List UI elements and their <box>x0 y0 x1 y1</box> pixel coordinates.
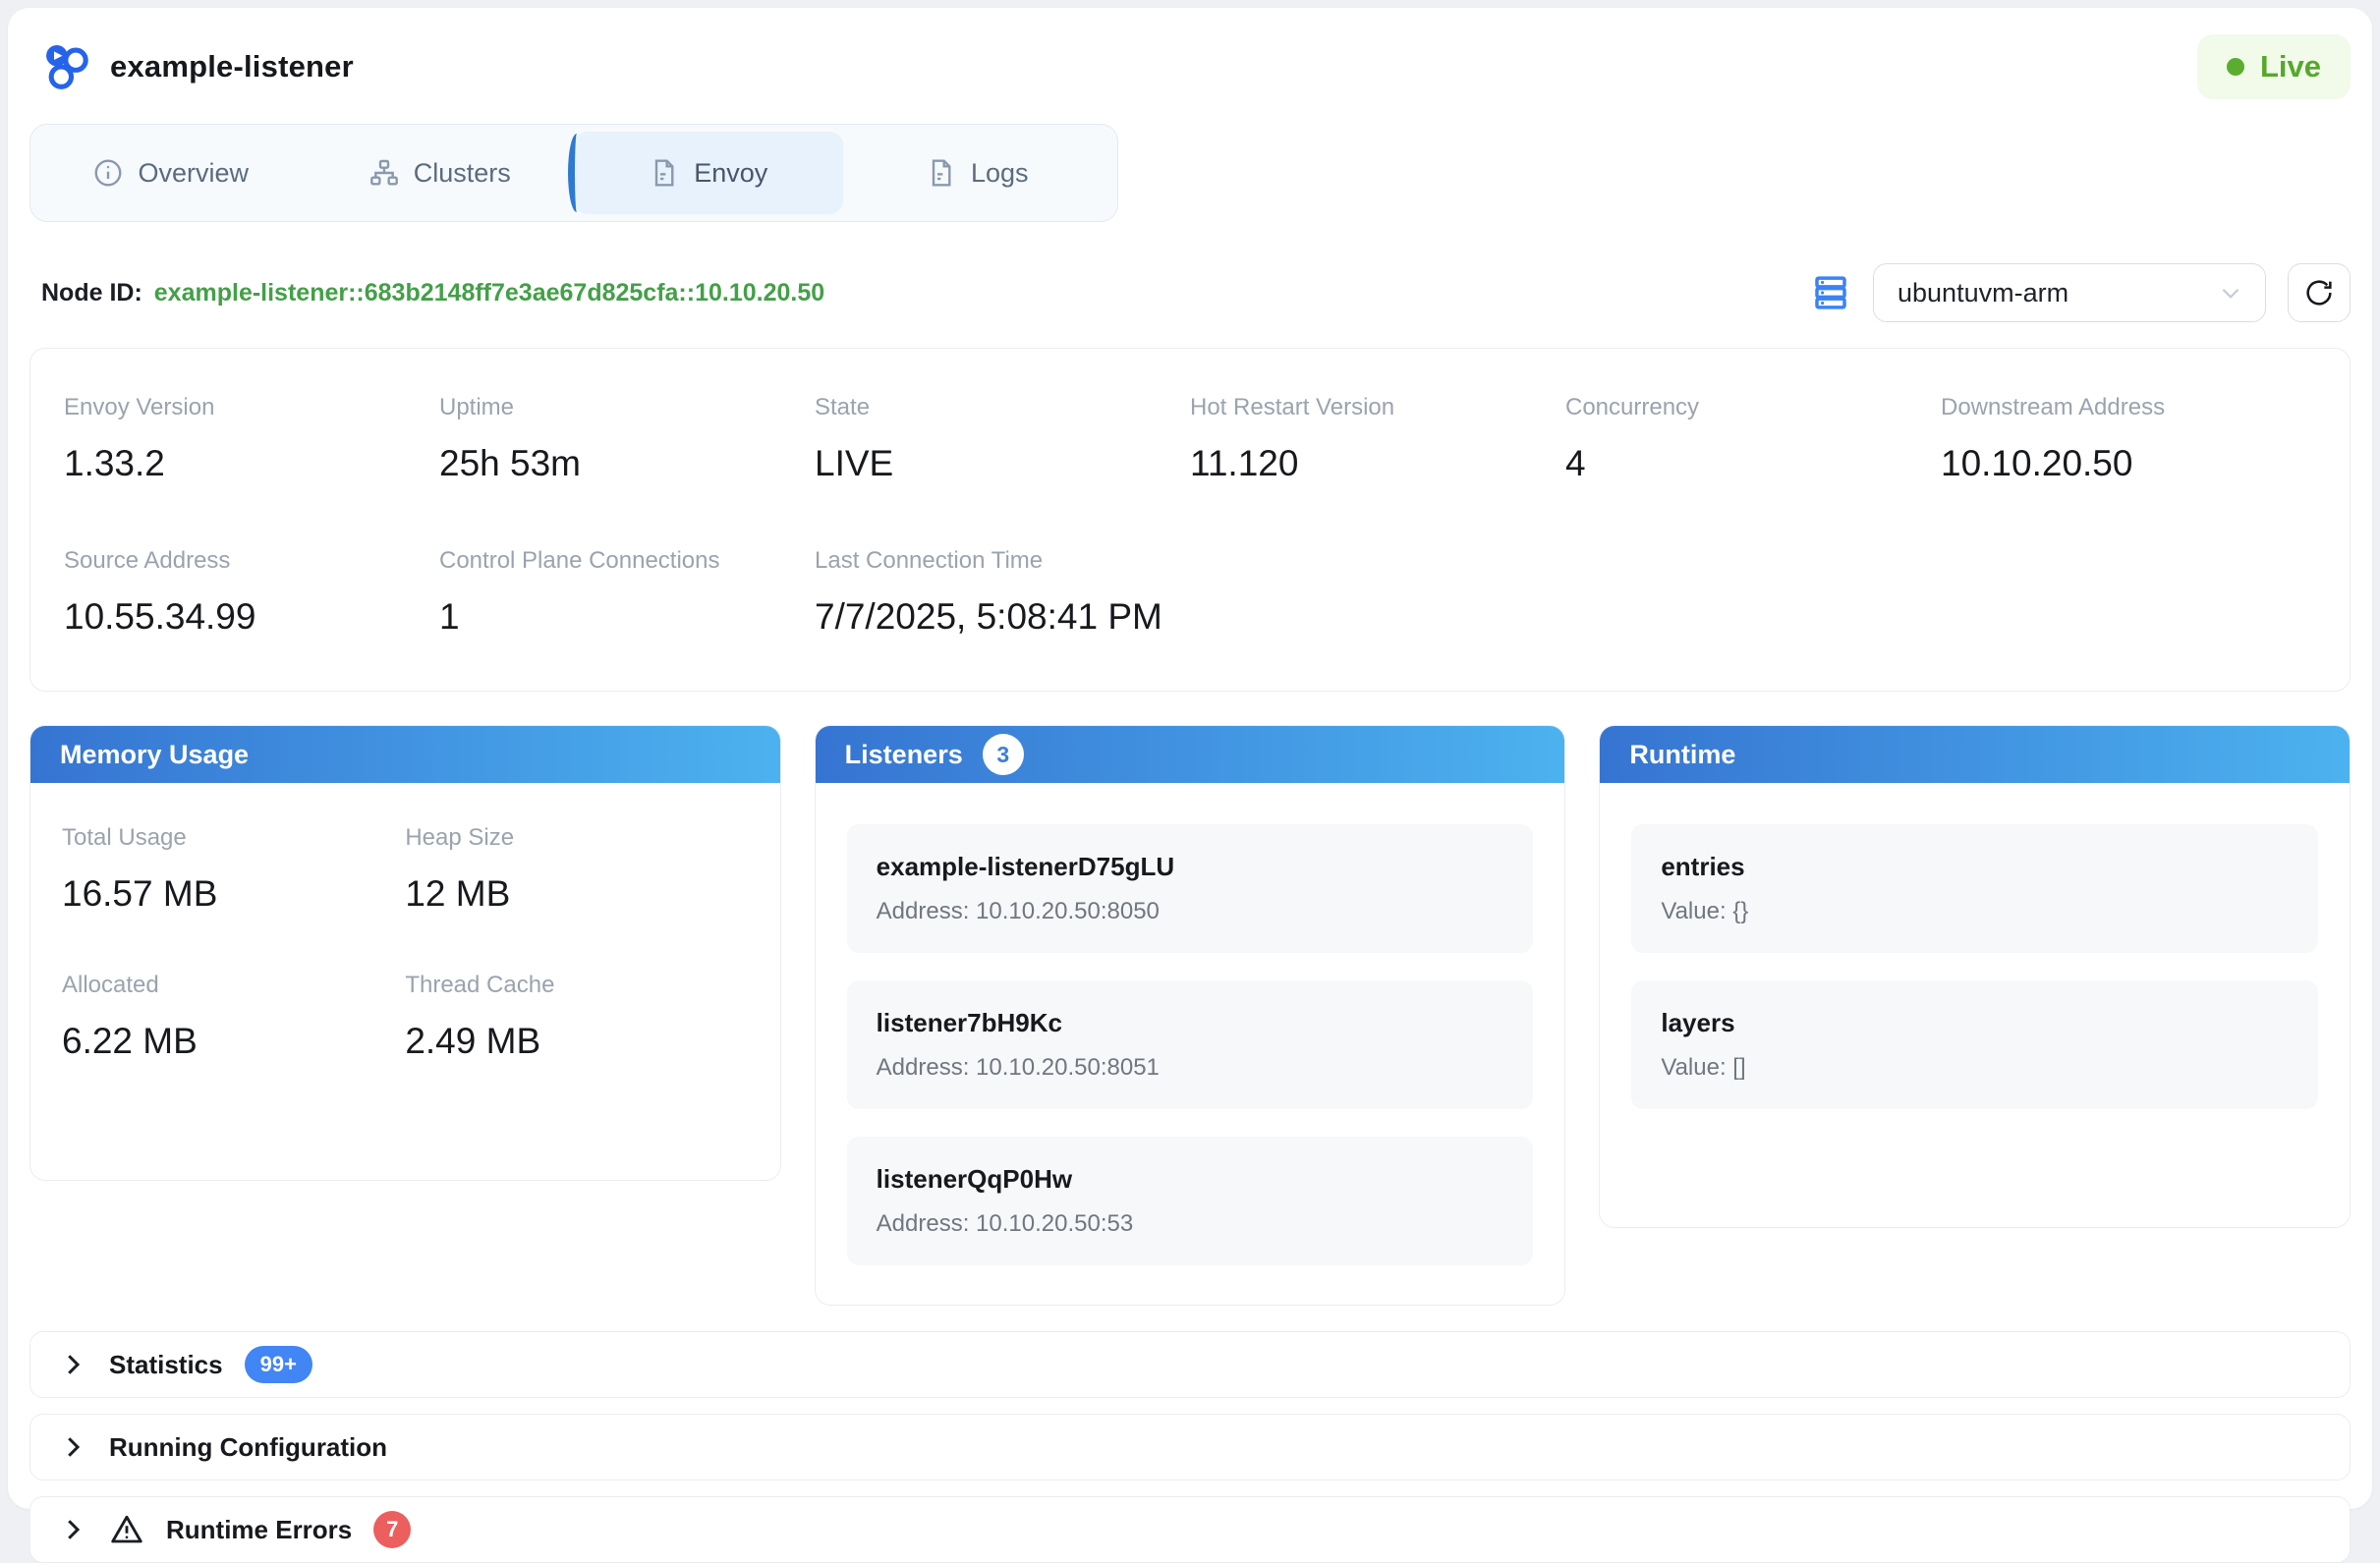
server-icon <box>1810 272 1851 313</box>
stat-state: State LIVE <box>815 394 1190 484</box>
node-selector-dropdown[interactable]: ubuntuvm-arm <box>1873 263 2266 322</box>
live-dot-icon <box>2227 58 2244 76</box>
running-configuration-accordion[interactable]: Running Configuration <box>29 1414 2351 1480</box>
statistics-label: Statistics <box>109 1350 223 1380</box>
refresh-button[interactable] <box>2288 263 2351 322</box>
memory-usage-card: Memory Usage Total Usage 16.57 MB Heap S… <box>29 725 781 1181</box>
runtime-errors-label: Runtime Errors <box>166 1515 352 1545</box>
chevron-right-icon <box>58 1432 87 1462</box>
tab-logs-label: Logs <box>971 158 1029 189</box>
stat-last-connection-time: Last Connection Time 7/7/2025, 5:08:41 P… <box>815 547 1190 638</box>
node-selector-value: ubuntuvm-arm <box>1898 278 2068 308</box>
runtime-header: Runtime <box>1600 726 2350 783</box>
stat-envoy-version: Envoy Version 1.33.2 <box>64 394 439 484</box>
stat-uptime: Uptime 25h 53m <box>439 394 815 484</box>
info-icon <box>92 157 124 189</box>
node-id-value: example-listener::683b2148ff7e3ae67d825c… <box>154 279 824 307</box>
statistics-count-badge: 99+ <box>245 1346 312 1383</box>
refresh-icon <box>2303 277 2335 308</box>
stat-downstream-address: Downstream Address 10.10.20.50 <box>1941 394 2316 484</box>
memory-thread-cache: Thread Cache 2.49 MB <box>405 972 748 1062</box>
document-icon <box>649 157 680 189</box>
memory-total-usage: Total Usage 16.57 MB <box>62 824 405 915</box>
listener-item: listenerQqP0Hw Address: 10.10.20.50:53 <box>847 1137 1534 1265</box>
app-window: example-listener Live Overview <box>8 8 2372 1509</box>
brand: example-listener <box>29 41 354 92</box>
server-info-panel: Envoy Version 1.33.2 Uptime 25h 53m Stat… <box>29 348 2351 692</box>
tab-clusters-label: Clusters <box>414 158 511 189</box>
memory-allocated: Allocated 6.22 MB <box>62 972 405 1062</box>
document-icon <box>926 157 957 189</box>
listener-item: example-listenerD75gLU Address: 10.10.20… <box>847 824 1534 953</box>
runtime-errors-count-badge: 7 <box>373 1511 411 1548</box>
page-title: example-listener <box>110 49 354 84</box>
runtime-body: entries Value: {} layers Value: [] <box>1600 783 2350 1227</box>
chevron-right-icon <box>58 1350 87 1379</box>
tab-clusters[interactable]: Clusters <box>306 132 575 214</box>
active-tab-indicator <box>568 134 586 212</box>
runtime-errors-accordion[interactable]: Runtime Errors 7 <box>29 1496 2351 1563</box>
app-logo-icon <box>41 41 92 92</box>
live-status-badge: Live <box>2197 34 2351 99</box>
cards-row: Memory Usage Total Usage 16.57 MB Heap S… <box>29 725 2351 1306</box>
tab-overview-label: Overview <box>138 158 249 189</box>
sitemap-icon <box>368 157 400 189</box>
listeners-card: Listeners 3 example-listenerD75gLU Addre… <box>815 725 1566 1306</box>
runtime-title: Runtime <box>1629 740 1735 770</box>
listeners-count-badge: 3 <box>983 734 1024 775</box>
tab-overview[interactable]: Overview <box>36 132 306 214</box>
node-controls: ubuntuvm-arm <box>1810 263 2351 322</box>
stat-concurrency: Concurrency 4 <box>1565 394 1941 484</box>
warning-icon <box>109 1512 144 1547</box>
listeners-title: Listeners <box>845 740 963 770</box>
top-bar: example-listener Live <box>29 31 2351 102</box>
listeners-body: example-listenerD75gLU Address: 10.10.20… <box>816 783 1565 1305</box>
tab-bar: Overview Clusters Envoy <box>29 124 1118 222</box>
accordions: Statistics 99+ Running Configuration <box>29 1331 2351 1563</box>
live-label: Live <box>2260 49 2321 84</box>
tab-envoy[interactable]: Envoy <box>574 132 843 214</box>
runtime-item: layers Value: [] <box>1631 980 2318 1109</box>
statistics-accordion[interactable]: Statistics 99+ <box>29 1331 2351 1398</box>
memory-usage-body: Total Usage 16.57 MB Heap Size 12 MB All… <box>30 783 780 1180</box>
running-configuration-label: Running Configuration <box>109 1432 387 1463</box>
stat-hot-restart-version: Hot Restart Version 11.120 <box>1190 394 1565 484</box>
listener-item: listener7bH9Kc Address: 10.10.20.50:8051 <box>847 980 1534 1109</box>
chevron-down-icon <box>2218 280 2243 306</box>
memory-usage-header: Memory Usage <box>30 726 780 783</box>
tab-logs[interactable]: Logs <box>843 132 1112 214</box>
memory-heap-size: Heap Size 12 MB <box>405 824 748 915</box>
stat-source-address: Source Address 10.55.34.99 <box>64 547 439 638</box>
chevron-right-icon <box>58 1515 87 1544</box>
node-id: Node ID: example-listener::683b2148ff7e3… <box>29 279 824 307</box>
memory-usage-title: Memory Usage <box>60 740 249 770</box>
listeners-header: Listeners 3 <box>816 726 1565 783</box>
node-id-label: Node ID: <box>41 279 142 307</box>
runtime-card: Runtime entries Value: {} layers Value: … <box>1599 725 2351 1228</box>
stat-control-plane-connections: Control Plane Connections 1 <box>439 547 815 638</box>
runtime-item: entries Value: {} <box>1631 824 2318 953</box>
node-row: Node ID: example-listener::683b2148ff7e3… <box>29 263 2351 322</box>
tab-envoy-label: Envoy <box>694 158 767 189</box>
